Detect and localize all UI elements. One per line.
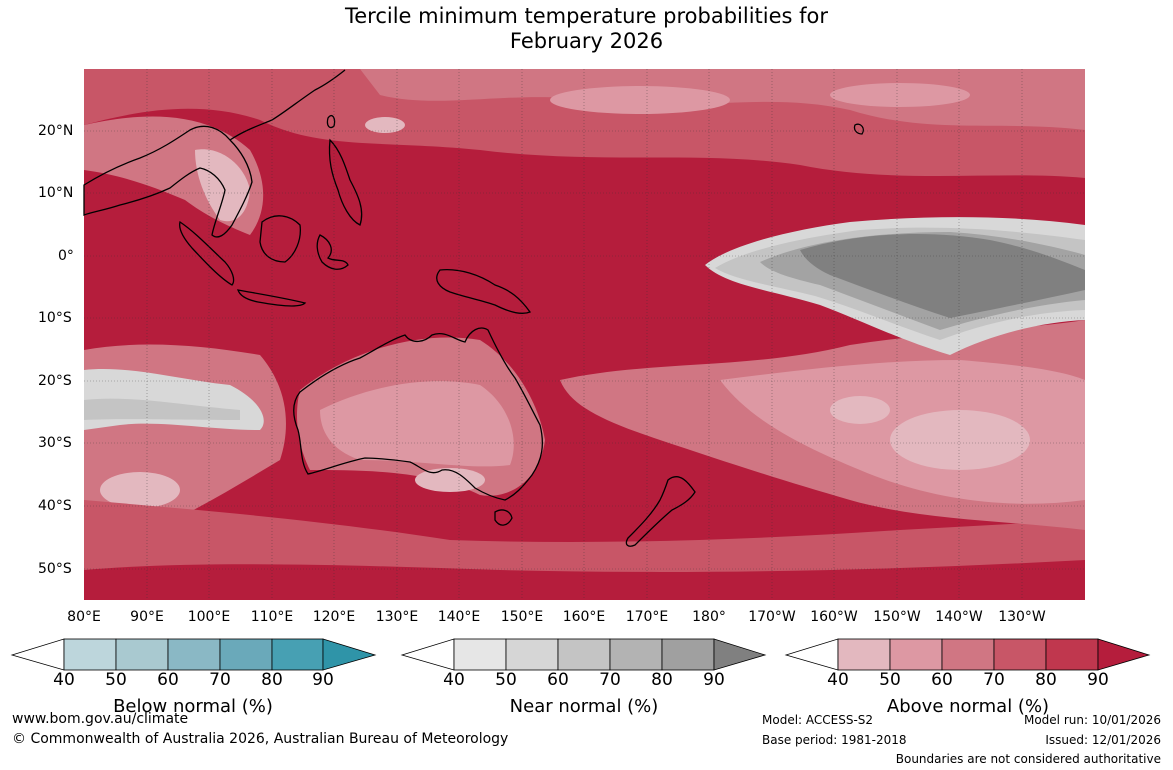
model-text: Model: ACCESS-S2 [762, 713, 874, 727]
gridlines [84, 69, 1085, 600]
above-tick-40: 40 [827, 670, 849, 690]
indochina-coast [83, 125, 253, 238]
lat-label-10n: 10°N [38, 185, 74, 201]
lon-label-160e: 160°E [562, 609, 606, 625]
lon-label-130e: 130°E [375, 609, 419, 625]
lon-label-170e: 170°E [625, 609, 669, 625]
website-link[interactable]: www.bom.gov.au/climate [12, 711, 189, 727]
chart-title: Tercile minimum temperature probabilitie… [0, 4, 1173, 54]
lon-label-120e: 120°E [312, 609, 356, 625]
below-tick-50: 50 [105, 670, 127, 690]
above-tick-50: 50 [879, 670, 901, 690]
lat-label-40s: 40°S [38, 498, 72, 514]
near-tick-50: 50 [495, 670, 517, 690]
below-normal-title: Below normal (%) [113, 696, 273, 717]
lon-label-140w: 140°W [935, 609, 983, 625]
near-tick-40: 40 [443, 670, 465, 690]
model-run-text: Model run: 10/01/2026 [1023, 713, 1161, 727]
lon-label-110e: 110°E [250, 609, 294, 625]
tasmania-coast [494, 509, 513, 526]
lon-label-150w: 150°W [873, 609, 921, 625]
near-tick-80: 80 [651, 670, 673, 690]
australia-coast [293, 327, 543, 501]
lat-label-10s: 10°S [38, 310, 72, 326]
title-line-1: Tercile minimum temperature probabilitie… [344, 4, 829, 28]
coastlines [83, 69, 864, 547]
lat-label-50s: 50°S [38, 561, 72, 577]
java-coast [237, 289, 307, 307]
sulawesi-coast [316, 234, 349, 270]
field-above-40-north [550, 86, 730, 114]
new-zealand-coast [625, 476, 696, 547]
disclaimer-text: Boundaries are not considered authoritat… [895, 752, 1161, 766]
colorbar-above [784, 638, 1151, 671]
below-tick-70: 70 [209, 670, 231, 690]
base-period-text: Base period: 1981-2018 [762, 733, 907, 747]
lat-label-20s: 20°S [38, 373, 72, 389]
above-tick-90: 90 [1087, 670, 1109, 690]
lon-label-160w: 160°W [810, 609, 858, 625]
near-tick-70: 70 [599, 670, 621, 690]
new-guinea-coast [436, 269, 532, 314]
colorbar-near [400, 638, 767, 671]
copyright-text: © Commonwealth of Australia 2026, Austra… [12, 731, 509, 747]
borneo-coast [259, 215, 301, 263]
above-tick-80: 80 [1035, 670, 1057, 690]
near-tick-60: 60 [547, 670, 569, 690]
near-normal-title: Near normal (%) [509, 696, 659, 717]
above-normal-title: Above normal (%) [886, 696, 1050, 717]
lon-label-150e: 150°E [500, 609, 544, 625]
above-tick-70: 70 [983, 670, 1005, 690]
near-tick-90: 90 [703, 670, 725, 690]
title-line-2: February 2026 [509, 29, 664, 53]
sumatra-coast [179, 220, 235, 286]
below-tick-60: 60 [157, 670, 179, 690]
below-tick-80: 80 [261, 670, 283, 690]
below-tick-40: 40 [53, 670, 75, 690]
lon-label-140e: 140°E [437, 609, 481, 625]
lon-label-130w: 130°W [998, 609, 1046, 625]
hawaii-coast [853, 123, 864, 135]
probability-field [84, 69, 1085, 600]
lon-label-170w: 170°W [748, 609, 796, 625]
china-coast [229, 69, 346, 141]
lat-label-20n: 20°N [38, 123, 74, 139]
lon-label-80e: 80°E [67, 609, 101, 625]
colorbar-below [10, 638, 377, 671]
lat-label-30s: 30°S [38, 435, 72, 451]
field-southern-ocean [84, 500, 1085, 572]
issued-text: Issued: 12/01/2026 [1045, 733, 1161, 747]
below-tick-90: 90 [312, 670, 334, 690]
lon-label-100e: 100°E [187, 609, 231, 625]
lon-label-90e: 90°E [130, 609, 164, 625]
lat-label-0: 0° [58, 248, 74, 264]
above-tick-60: 60 [931, 670, 953, 690]
lon-label-180: 180° [692, 609, 726, 625]
philippines-coast [328, 138, 363, 226]
